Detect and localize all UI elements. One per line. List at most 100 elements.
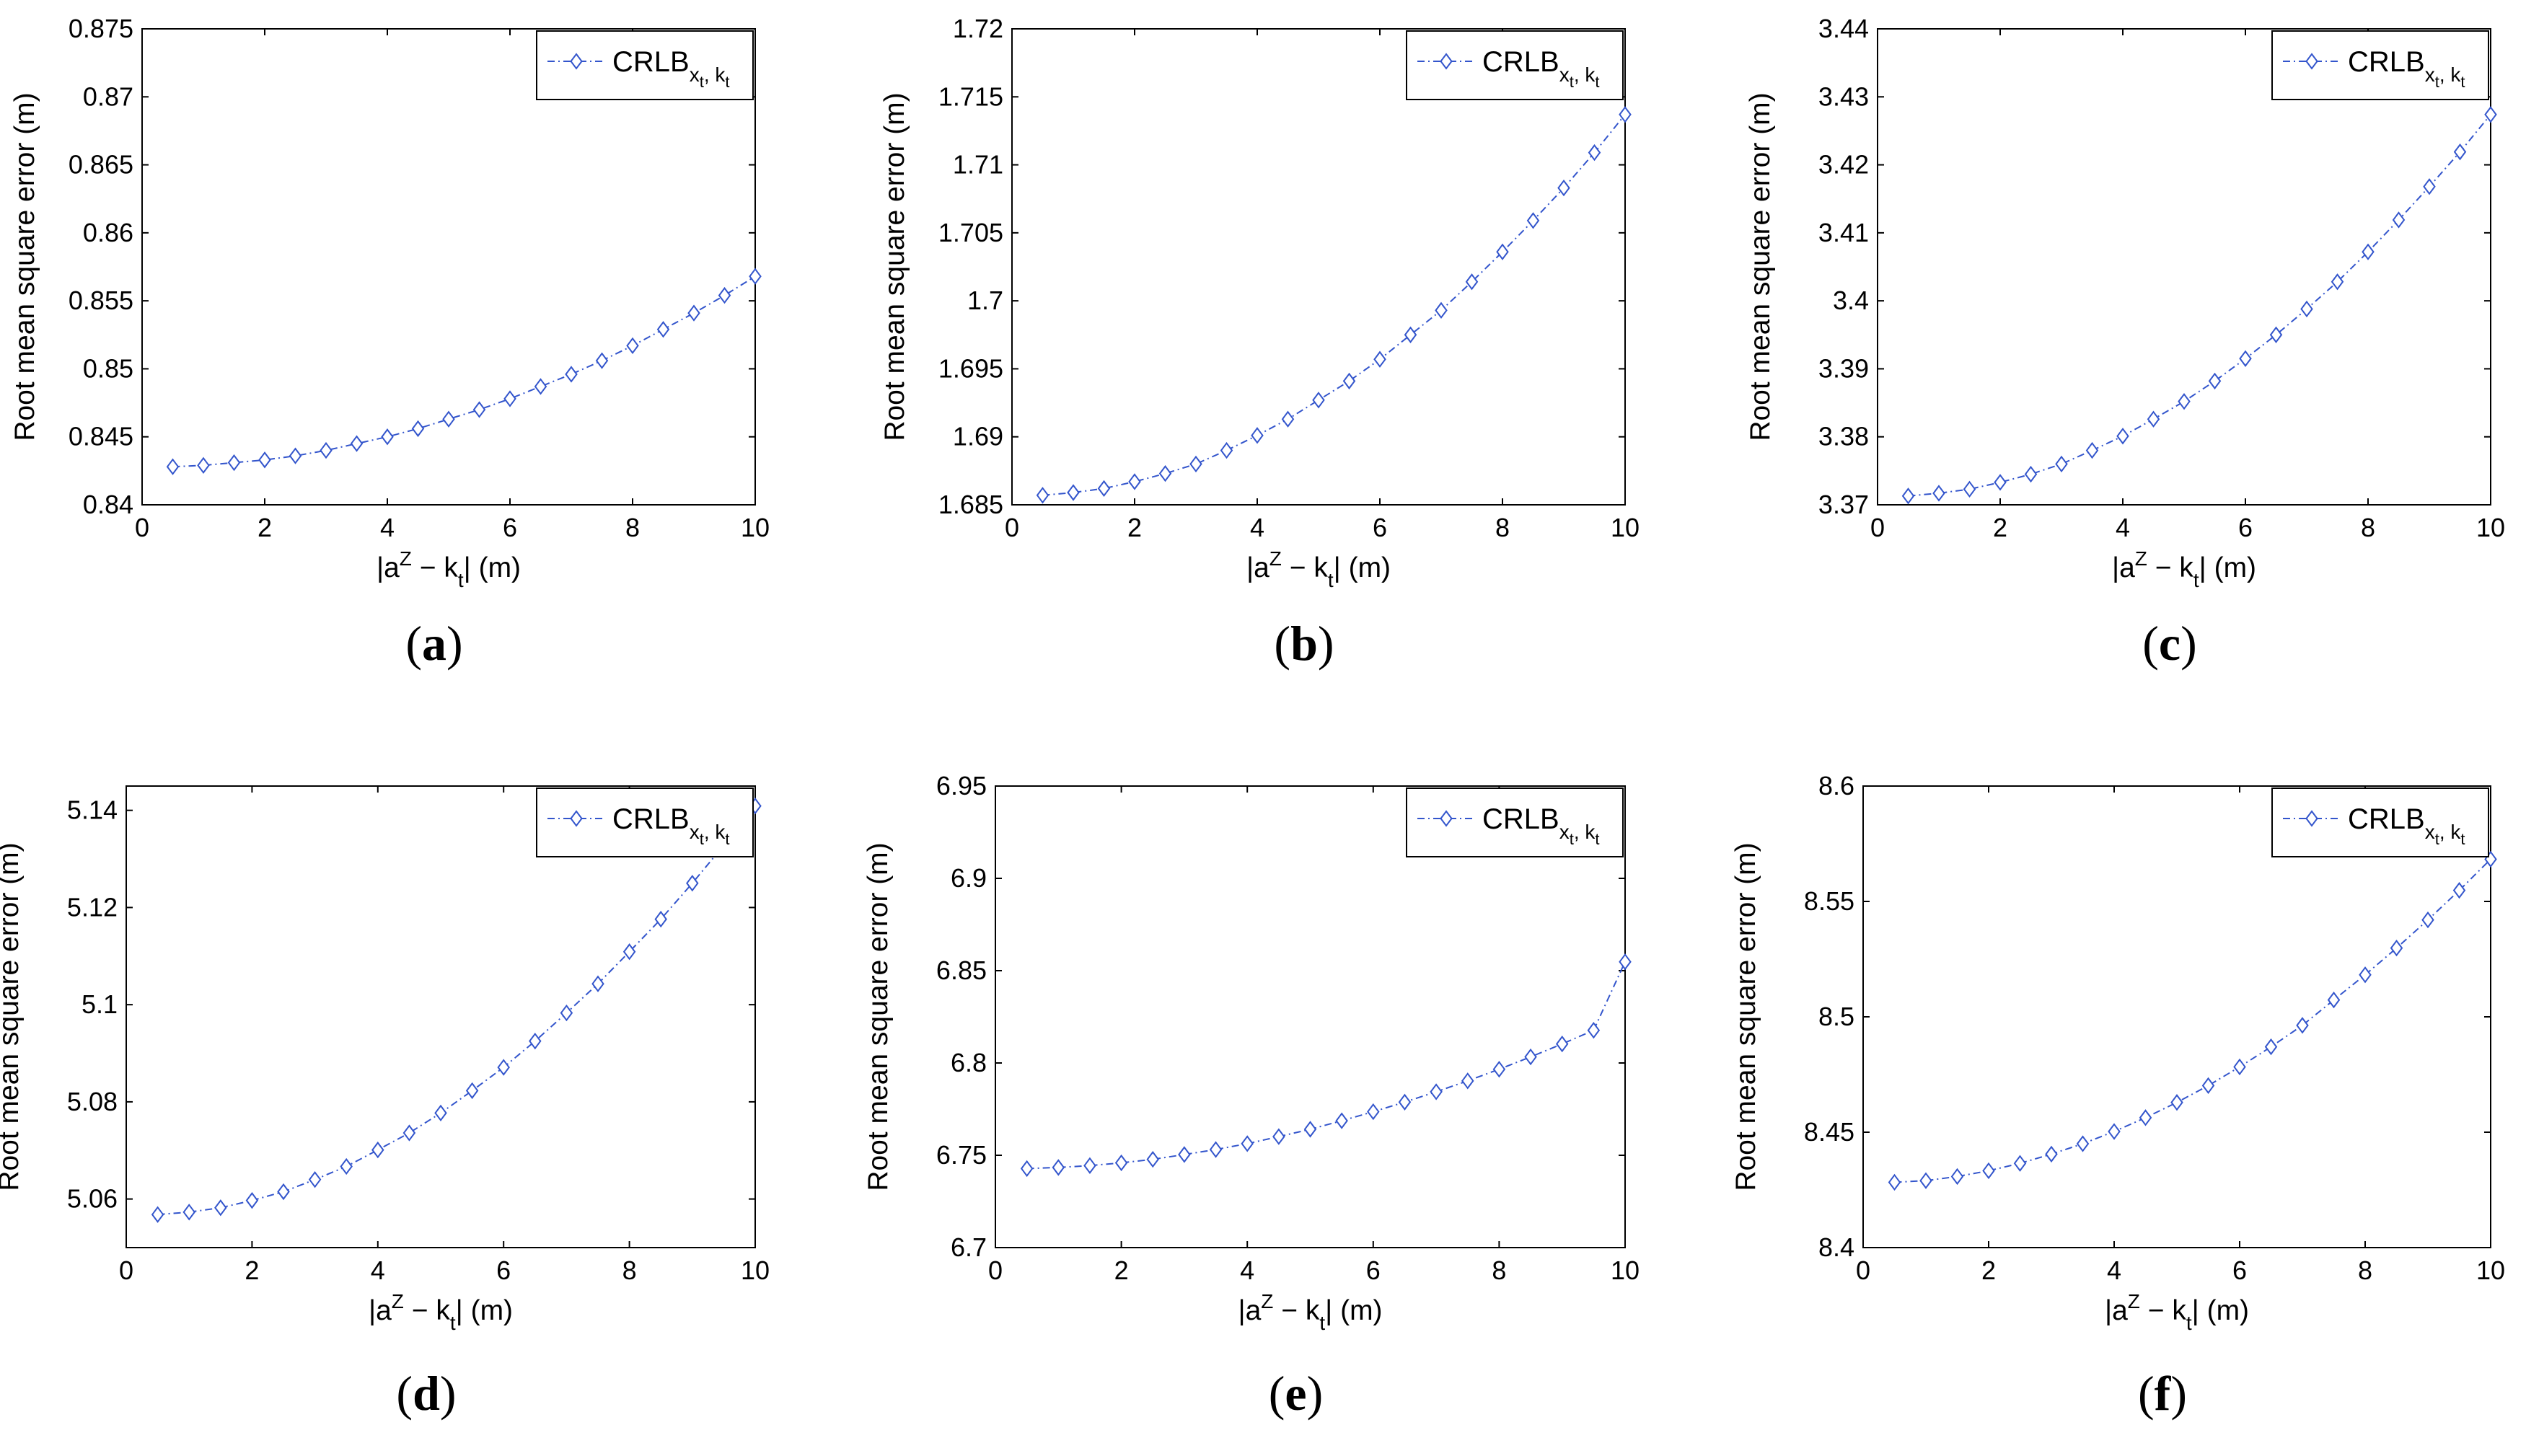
chart-panel-f: 0 2 4 6 8 10 8.4 8.45 8.5 8.55 8.6 |aZ − kt| (m) Roo…: [1730, 771, 2505, 1421]
y-tick-label: 0.86: [83, 218, 133, 247]
y-tick-label: 6.95: [936, 771, 987, 800]
data-point: [686, 875, 699, 892]
legend: CRLBxt, kt: [1406, 787, 1624, 857]
y-tick-label: 6.9: [951, 863, 987, 893]
plot-frame: [995, 785, 1626, 1248]
legend-box: [1406, 787, 1624, 857]
legend-marker: [570, 53, 583, 70]
data-point: [654, 910, 667, 928]
y-tick-label: 8.6: [1818, 771, 1854, 800]
plot-frame: [141, 28, 756, 506]
data-point: [1146, 1150, 1159, 1168]
x-tick-label: 0: [1856, 1256, 1870, 1285]
data-point: [2024, 465, 2038, 483]
y-tick-label: 1.705: [938, 218, 1003, 247]
x-axis-label: |aZ − kt| (m): [2105, 1290, 2249, 1334]
legend-box: [536, 787, 754, 857]
data-point: [182, 1204, 195, 1221]
x-tick-label: 8: [622, 1256, 637, 1285]
data-point: [2300, 300, 2313, 318]
y-tick-label: 0.875: [69, 14, 133, 43]
x-tick-label: 10: [1611, 513, 1640, 542]
data-point: [497, 1059, 510, 1076]
x-tick-label: 4: [1240, 1256, 1254, 1285]
data-point: [340, 1157, 353, 1175]
x-tick-label: 0: [1870, 513, 1885, 542]
data-point: [258, 451, 271, 469]
data-point: [591, 975, 604, 992]
data-point: [166, 458, 180, 475]
data-point: [2331, 273, 2344, 291]
data-point: [1496, 243, 1509, 260]
data-point: [1312, 392, 1325, 409]
y-tick-label: 0.87: [83, 81, 133, 111]
data-point: [1398, 1093, 1412, 1111]
panel-label-c: (c): [2142, 616, 2197, 671]
data-point: [2421, 911, 2434, 929]
x-tick-label: 2: [245, 1256, 259, 1285]
y-tick-label: 3.4: [1833, 286, 1869, 315]
data-point: [2178, 393, 2191, 410]
x-tick-label: 4: [2107, 1256, 2121, 1285]
data-point: [214, 1199, 227, 1217]
y-tick-label: 1.715: [938, 81, 1003, 111]
y-tick-label: 5.14: [67, 795, 118, 825]
data-point: [1587, 1022, 1601, 1039]
data-point: [718, 286, 731, 304]
data-point: [1461, 1072, 1474, 1090]
legend-label: CRLBxt, kt: [612, 803, 730, 848]
data-point: [565, 366, 578, 383]
data-point: [465, 1082, 479, 1100]
y-tick-label: 8.55: [1804, 886, 1854, 916]
x-tick-label: 10: [741, 513, 770, 542]
x-tick-label: 6: [503, 513, 517, 542]
panel-label-f: (f): [2138, 1366, 2187, 1421]
legend-label: CRLBxt, kt: [1482, 46, 1600, 91]
legend-marker: [1440, 810, 1453, 827]
data-point: [1303, 1121, 1317, 1138]
data-point: [2264, 1038, 2278, 1056]
y-tick-label: 1.695: [938, 353, 1003, 383]
data-point: [2147, 410, 2160, 428]
y-tick-label: 6.8: [951, 1048, 987, 1077]
chart-panel-a: 0 2 4 6 8 10 0.84 0.845 0.85 0.855 0.86 0.865 0.87 0.…: [9, 14, 770, 671]
x-tick-label: 8: [625, 513, 640, 542]
data-point: [2013, 1155, 2027, 1172]
data-point: [1158, 464, 1172, 482]
data-point: [1220, 441, 1233, 459]
x-tick-label: 10: [741, 1256, 770, 1285]
plot-frame: [126, 785, 756, 1248]
data-point: [1982, 1162, 1995, 1180]
x-tick-label: 2: [1993, 513, 2007, 542]
data-point: [1404, 326, 1417, 343]
legend: CRLBxt, kt: [2271, 30, 2489, 100]
data-point: [2359, 966, 2372, 984]
data-point: [381, 428, 394, 446]
y-tick-label: 0.85: [83, 353, 133, 383]
data-point: [2045, 1145, 2058, 1163]
data-point: [1083, 1157, 1096, 1175]
panel-label-b: (b): [1274, 616, 1334, 671]
data-point: [1373, 350, 1386, 368]
chart-panel-b: 0 2 4 6 8 10 1.685 1.69 1.695 1.7 1.705 1.71 1.715 1.…: [879, 14, 1640, 671]
x-tick-label: 0: [135, 513, 149, 542]
y-tick-label: 1.71: [953, 150, 1003, 180]
data-point: [2108, 1123, 2121, 1140]
x-tick-label: 2: [258, 513, 272, 542]
legend: CRLBxt, kt: [1406, 30, 1624, 100]
data-point: [656, 321, 670, 338]
data-point: [1950, 1168, 1964, 1186]
data-point: [2201, 1077, 2215, 1095]
data-point: [2390, 939, 2403, 957]
series-line: [1908, 114, 2491, 497]
y-tick-label: 8.5: [1818, 1002, 1854, 1031]
x-tick-label: 2: [1127, 513, 1142, 542]
data-point: [1557, 179, 1570, 197]
data-point: [442, 410, 455, 428]
y-tick-label: 1.7: [967, 286, 1003, 315]
y-tick-label: 5.06: [67, 1184, 118, 1214]
data-point: [2233, 1058, 2246, 1076]
y-tick-label: 0.845: [69, 422, 133, 451]
y-tick-label: 8.4: [1818, 1232, 1854, 1262]
